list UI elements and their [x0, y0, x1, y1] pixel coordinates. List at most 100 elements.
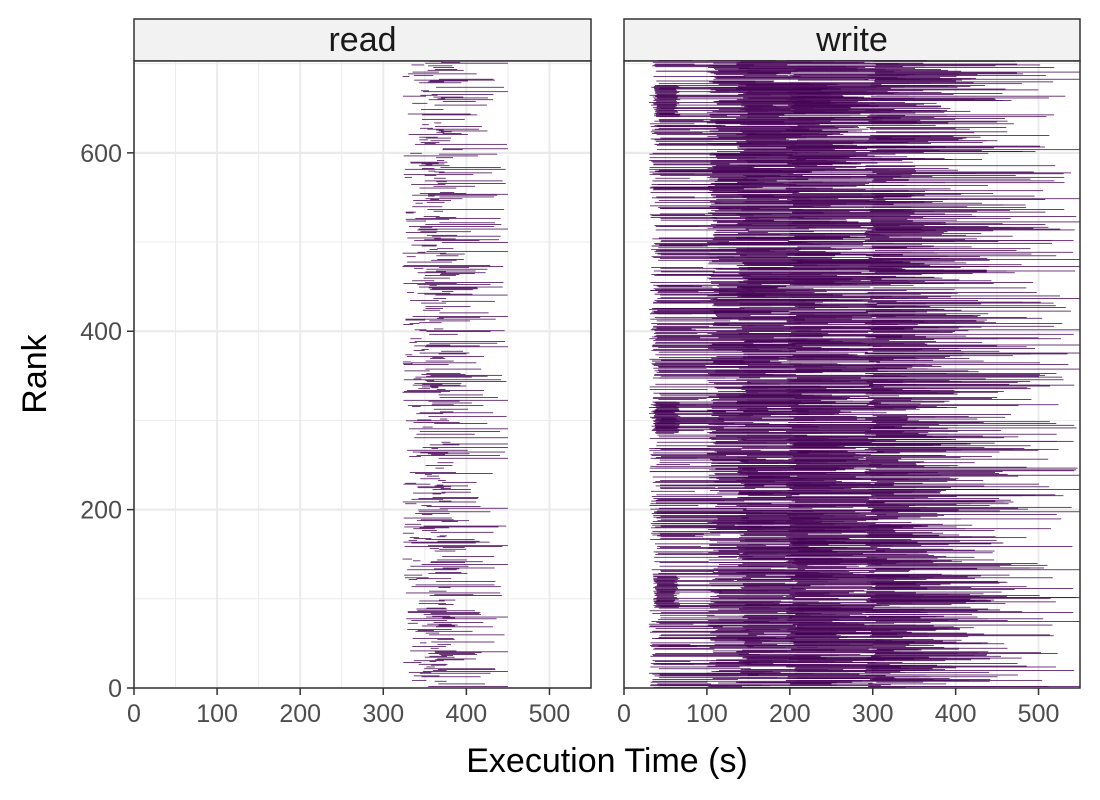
- rank-segment: [651, 569, 806, 571]
- rank-segment: [866, 127, 1007, 128]
- rank-segment: [867, 506, 928, 508]
- rank-segment: [714, 382, 768, 384]
- rank-segment: [657, 337, 701, 339]
- rank-segment: [653, 311, 749, 313]
- rank-segment: [714, 184, 904, 186]
- rank-segment: [717, 476, 775, 478]
- rank-segment: [658, 91, 730, 93]
- rank-segment: [718, 659, 860, 661]
- rank-segment: [797, 79, 921, 81]
- rank-segment: [707, 454, 871, 456]
- rank-segment: [656, 372, 823, 374]
- rank-segment: [660, 363, 802, 365]
- rank-segment: [652, 398, 707, 399]
- rank-segment: [873, 374, 1040, 375]
- rank-segment: [711, 631, 839, 633]
- rank-segment: [421, 676, 481, 678]
- rank-segment: [651, 274, 822, 275]
- rank-segment: [432, 497, 479, 498]
- rank-segment: [743, 558, 887, 560]
- rank-segment: [742, 509, 884, 511]
- rank-segment: [438, 78, 494, 80]
- rank-segment: [418, 509, 449, 511]
- rank-segment: [654, 561, 709, 563]
- rank-segment: [797, 358, 884, 360]
- rank-segment: [657, 253, 867, 255]
- rank-segment: [869, 384, 1040, 386]
- rank-segment: [792, 539, 912, 540]
- rank-segment: [739, 145, 844, 147]
- rank-segment: [715, 207, 865, 209]
- rank-segment: [875, 337, 1039, 339]
- rank-segment: [876, 415, 969, 417]
- rank-segment: [872, 97, 1049, 99]
- rank-segment: [872, 376, 1063, 378]
- rank-segment: [660, 487, 716, 489]
- rank-segment: [655, 589, 676, 590]
- rank-segment: [707, 547, 816, 549]
- rank-segment: [794, 109, 895, 110]
- rank-segment: [436, 86, 505, 88]
- rank-segment: [789, 594, 915, 596]
- rank-segment: [744, 201, 925, 202]
- rank-segment: [788, 415, 857, 417]
- rank-segment: [654, 139, 789, 141]
- rank-segment: [659, 213, 753, 215]
- rank-segment: [742, 577, 819, 579]
- rank-segment: [738, 564, 808, 566]
- rank-segment: [415, 630, 473, 632]
- rank-segment: [653, 397, 850, 398]
- rank-segment: [660, 525, 763, 527]
- rank-segment: [792, 545, 922, 547]
- rank-segment: [711, 67, 866, 68]
- rank-segment: [659, 258, 833, 259]
- rank-segment: [742, 350, 796, 352]
- rank-segment: [794, 69, 866, 70]
- rank-segment: [864, 552, 993, 554]
- rank-segment: [710, 161, 791, 163]
- rank-segment: [424, 656, 455, 658]
- rank-segment: [652, 673, 860, 675]
- rank-segment: [744, 663, 890, 665]
- rank-segment: [403, 517, 452, 519]
- rank-segment: [431, 259, 457, 261]
- rank-segment: [415, 473, 493, 474]
- rank-segment: [868, 328, 905, 330]
- rank-segment: [651, 245, 708, 247]
- rank-segment: [874, 595, 1040, 596]
- rank-segment: [422, 426, 433, 428]
- rank-segment: [710, 193, 773, 195]
- rank-segment: [425, 198, 463, 200]
- rank-segment: [748, 264, 921, 266]
- rank-segment: [659, 244, 863, 246]
- rank-segment: [865, 165, 1056, 167]
- rank-segment: [426, 381, 507, 382]
- rank-segment: [793, 198, 839, 200]
- rank-segment: [746, 385, 874, 387]
- rank-segment: [786, 637, 848, 638]
- rank-segment: [713, 62, 924, 64]
- rank-segment: [655, 408, 680, 410]
- rank-segment: [796, 477, 950, 479]
- rank-segment: [655, 96, 678, 98]
- rank-segment: [649, 174, 852, 176]
- rank-segment: [867, 501, 1014, 503]
- rank-segment: [419, 187, 457, 189]
- rank-segment: [743, 75, 789, 77]
- rank-segment: [654, 500, 725, 502]
- rank-segment: [790, 542, 1003, 544]
- rank-segment: [656, 196, 695, 198]
- rank-segment: [874, 474, 1080, 476]
- rank-segment: [787, 199, 948, 200]
- rank-segment: [438, 153, 498, 155]
- x-tick-label: 300: [852, 700, 894, 728]
- rank-segment: [716, 516, 900, 518]
- rank-segment: [424, 668, 495, 670]
- rank-segment: [658, 291, 699, 292]
- rank-segment: [655, 139, 713, 141]
- rank-segment: [875, 578, 975, 580]
- rank-segment: [651, 411, 726, 413]
- rank-segment: [874, 483, 1039, 485]
- rank-segment: [876, 149, 1080, 151]
- rank-segment: [430, 199, 440, 200]
